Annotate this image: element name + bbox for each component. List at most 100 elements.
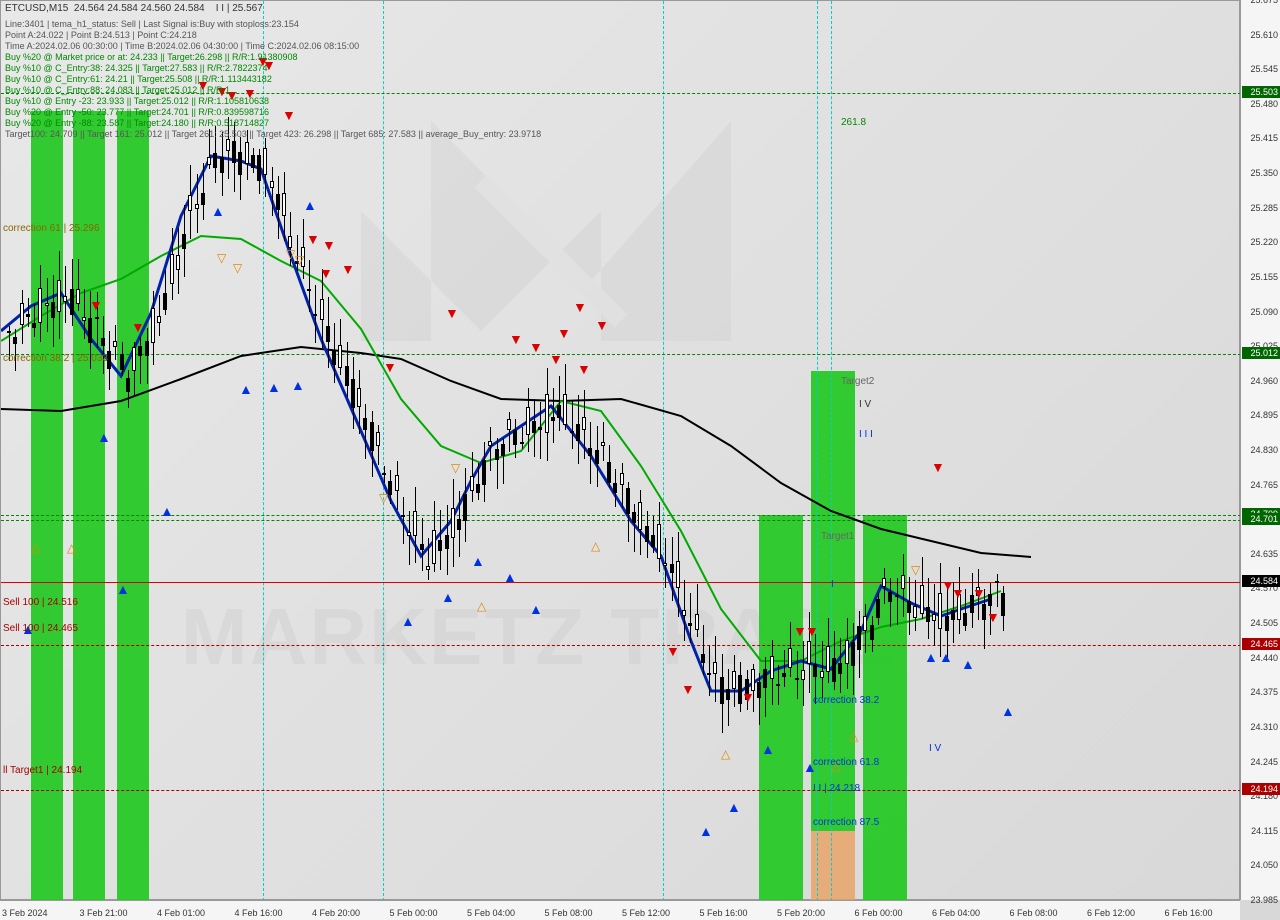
- y-axis-label: 24.440: [1240, 653, 1278, 663]
- x-axis-label: 6 Feb 12:00: [1087, 908, 1135, 918]
- arrow-up-icon: ▲: [116, 581, 130, 597]
- arrow-down-icon: ▽: [911, 563, 920, 577]
- arrow-up-icon: ▲: [401, 613, 415, 629]
- price-tag: 25.503: [1242, 86, 1280, 98]
- y-axis-label: 24.050: [1240, 860, 1278, 870]
- arrow-down-icon: ▼: [805, 623, 819, 639]
- x-axis: 3 Feb 20243 Feb 21:004 Feb 01:004 Feb 16…: [0, 900, 1240, 920]
- arrow-up-icon: ▲: [939, 649, 953, 665]
- arrow-down-icon: ▼: [951, 585, 965, 601]
- y-axis-label: 25.610: [1240, 30, 1278, 40]
- arrow-down-icon: △: [477, 599, 486, 613]
- y-axis-label: 23.985: [1240, 895, 1278, 905]
- chart-label: Target1: [821, 531, 854, 542]
- arrow-up-icon: ▲: [303, 197, 317, 213]
- arrow-down-icon: ▼: [341, 261, 355, 277]
- chart-label: I: [831, 579, 834, 590]
- x-axis-label: 6 Feb 00:00: [855, 908, 903, 918]
- y-axis-label: 25.350: [1240, 168, 1278, 178]
- info-line: Buy %20 @ Market price or at: 24.233 || …: [5, 52, 298, 62]
- y-axis-label: 25.155: [1240, 272, 1278, 282]
- arrow-up-icon: ▲: [267, 379, 281, 395]
- info-line: Line:3401 | tema_h1_status: Sell | Last …: [5, 19, 299, 29]
- info-line: Buy %10 @ Entry -23: 23.933 || Target:25…: [5, 96, 269, 106]
- arrow-up-icon: ▲: [961, 656, 975, 672]
- arrow-up-icon: ▲: [441, 589, 455, 605]
- y-axis-label: 24.635: [1240, 549, 1278, 559]
- y-axis-label: 24.765: [1240, 480, 1278, 490]
- y-axis-label: 25.090: [1240, 307, 1278, 317]
- arrow-up-icon: ▲: [503, 569, 517, 585]
- arrow-down-icon: △: [31, 541, 40, 555]
- arrow-down-icon: ▽: [217, 251, 226, 265]
- vertical-time-line: [663, 1, 664, 901]
- info-line: Target100: 24.709 || Target 161: 25.012 …: [5, 129, 541, 139]
- y-axis-label: 24.115: [1240, 826, 1278, 836]
- x-axis-label: 5 Feb 00:00: [390, 908, 438, 918]
- arrow-down-icon: ▼: [549, 351, 563, 367]
- info-line: Buy %10 @ C_Entry:61: 24.21 || Target:25…: [5, 74, 272, 84]
- price-level-line: [1, 515, 1241, 516]
- arrow-down-icon: ▼: [131, 319, 145, 335]
- info-line: Buy %10 @ C_Entry:88: 24.083 || Target:2…: [5, 85, 237, 95]
- y-axis-label: 25.285: [1240, 203, 1278, 213]
- chart-area[interactable]: MARKETZ TRADE ▲▲▲▲▲▲▲▲▲▲▲▲▲▲▲▲▲▲▲▲▲▲▼▼▼▼…: [0, 0, 1240, 900]
- arrow-up-icon: ▲: [291, 377, 305, 393]
- chart-label: Sell 100 | 24.516: [3, 597, 78, 608]
- arrow-down-icon: ▽: [451, 461, 460, 475]
- chart-container: MARKETZ TRADE ▲▲▲▲▲▲▲▲▲▲▲▲▲▲▲▲▲▲▲▲▲▲▼▼▼▼…: [0, 0, 1280, 920]
- y-axis-label: 24.505: [1240, 618, 1278, 628]
- chart-label: correction 61 | 25.296: [3, 223, 100, 234]
- info-line: Time A:2024.02.06 00:30:00 | Time B:2024…: [5, 41, 359, 51]
- arrow-down-icon: ▼: [509, 331, 523, 347]
- symbol-title: ETCUSD,M15 24.564 24.584 24.560 24.584 I…: [5, 3, 263, 14]
- zone-box: [117, 111, 149, 901]
- x-axis-label: 5 Feb 12:00: [622, 908, 670, 918]
- price-level-line: [1, 645, 1241, 646]
- arrow-down-icon: ▼: [931, 459, 945, 475]
- arrow-down-icon: ▽: [233, 261, 242, 275]
- arrow-down-icon: ▼: [319, 265, 333, 281]
- arrow-down-icon: ▼: [445, 305, 459, 321]
- arrow-down-icon: △: [849, 729, 858, 743]
- info-line: Buy %20 @ Entry -88: 23.587 || Target:24…: [5, 118, 269, 128]
- x-axis-label: 3 Feb 21:00: [80, 908, 128, 918]
- x-axis-label: 5 Feb 04:00: [467, 908, 515, 918]
- price-tag: 24.584: [1242, 575, 1280, 587]
- y-axis-label: 24.895: [1240, 410, 1278, 420]
- arrow-down-icon: ▼: [986, 609, 1000, 625]
- y-axis-label: 25.415: [1240, 133, 1278, 143]
- y-axis-label: 25.675: [1240, 0, 1278, 5]
- chart-label: Target2: [841, 376, 874, 387]
- arrow-down-icon: ▽: [286, 247, 295, 261]
- arrow-up-icon: ▲: [239, 381, 253, 397]
- arrow-down-icon: ▼: [595, 317, 609, 333]
- x-axis-label: 6 Feb 08:00: [1010, 908, 1058, 918]
- arrow-down-icon: ▼: [89, 297, 103, 313]
- price-level-line: [1, 790, 1241, 791]
- y-axis-label: 24.245: [1240, 757, 1278, 767]
- arrow-down-icon: ▼: [322, 237, 336, 253]
- arrow-up-icon: ▲: [160, 503, 174, 519]
- chart-label: correction 87.5: [813, 817, 879, 828]
- price-level-line: [1, 582, 1241, 583]
- arrow-up-icon: ▲: [529, 601, 543, 617]
- chart-label: correction 38.2: [813, 695, 879, 706]
- arrow-up-icon: ▲: [1001, 703, 1015, 719]
- arrow-down-icon: △: [67, 541, 76, 555]
- info-line: Buy %20 @ Entry -50: 23.777 || Target:24…: [5, 107, 269, 117]
- arrow-up-icon: ▲: [211, 203, 225, 219]
- price-level-line: [1, 520, 1241, 521]
- price-tag: 24.701: [1242, 513, 1280, 525]
- info-line: Buy %10 @ C_Entry:38: 24.325 || Target:2…: [5, 63, 268, 73]
- x-axis-label: 6 Feb 16:00: [1165, 908, 1213, 918]
- arrow-down-icon: ▼: [577, 361, 591, 377]
- x-axis-label: 4 Feb 20:00: [312, 908, 360, 918]
- arrow-up-icon: ▲: [471, 553, 485, 569]
- arrow-down-icon: ▼: [681, 681, 695, 697]
- x-axis-label: 3 Feb 2024: [2, 908, 48, 918]
- arrow-up-icon: ▲: [699, 823, 713, 839]
- x-axis-label: 5 Feb 08:00: [545, 908, 593, 918]
- y-axis-label: 25.545: [1240, 64, 1278, 74]
- chart-label: correction 61.8: [813, 757, 879, 768]
